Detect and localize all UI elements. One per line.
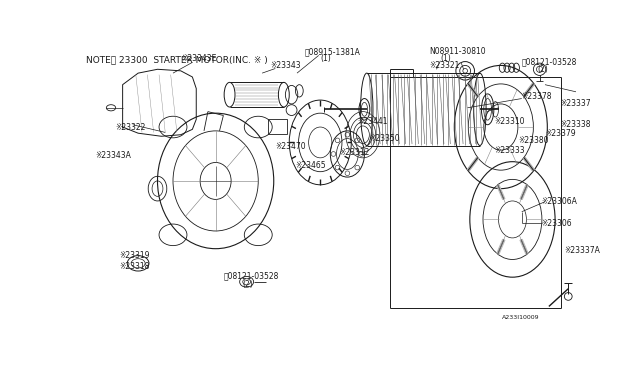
Text: ※23306A: ※23306A	[541, 197, 577, 206]
Text: ※23465: ※23465	[296, 161, 326, 170]
Text: ※23306: ※23306	[541, 219, 572, 228]
Text: (1): (1)	[440, 54, 451, 63]
Text: ※23333: ※23333	[495, 145, 525, 155]
Text: ※23343E: ※23343E	[180, 54, 216, 63]
Text: Ⓒ08121-03528: Ⓒ08121-03528	[522, 58, 577, 67]
Text: ※23470: ※23470	[275, 142, 306, 151]
Text: ※23380: ※23380	[518, 136, 548, 145]
Text: ※23310: ※23310	[495, 117, 525, 126]
Text: A233I10009: A233I10009	[502, 315, 540, 320]
Text: ※23441: ※23441	[358, 117, 388, 126]
Text: ※23378: ※23378	[522, 92, 552, 101]
Text: ※23350: ※23350	[369, 134, 400, 143]
Text: (2): (2)	[537, 65, 548, 74]
Text: ※23343A: ※23343A	[95, 151, 131, 160]
Text: ※23319: ※23319	[119, 251, 149, 260]
Text: ※23337: ※23337	[561, 99, 591, 108]
Text: NOTE、 23300  STARTER MOTOR(INC. ※ ): NOTE、 23300 STARTER MOTOR(INC. ※ )	[86, 55, 268, 64]
Text: ※23312: ※23312	[340, 148, 370, 157]
Text: Ⓦ08915-1381A: Ⓦ08915-1381A	[305, 47, 360, 56]
Bar	[268, 119, 287, 134]
Text: (1): (1)	[320, 54, 331, 63]
Text: Ⓒ08121-03528: Ⓒ08121-03528	[223, 271, 279, 280]
Text: ※23337A: ※23337A	[564, 246, 600, 255]
Text: ※23318: ※23318	[119, 262, 149, 271]
Text: ※23343: ※23343	[270, 61, 301, 70]
Text: ※23322: ※23322	[115, 122, 145, 132]
Text: (2): (2)	[243, 280, 253, 289]
Text: ※23321: ※23321	[429, 61, 459, 70]
Text: ※23338: ※23338	[561, 120, 591, 129]
Text: ※23379: ※23379	[545, 129, 575, 138]
Text: N08911-30810: N08911-30810	[429, 47, 485, 56]
